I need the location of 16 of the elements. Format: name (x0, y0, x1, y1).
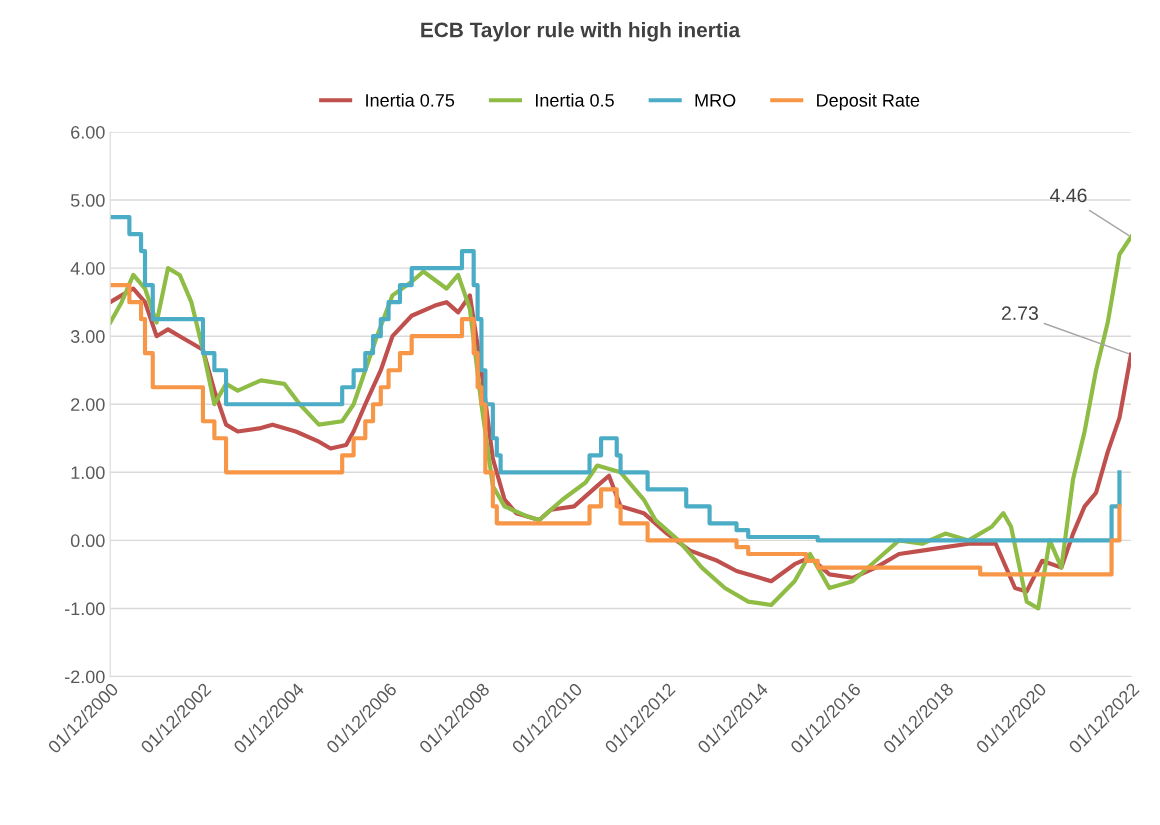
y-tick-label: 4.00 (70, 262, 105, 275)
y-tick-label: 2.00 (71, 398, 105, 411)
chart-title: ECB Taylor rule with high inertia (421, 22, 741, 42)
legend-label: MRO (695, 93, 736, 107)
y-tick-label: -2.00 (64, 670, 105, 684)
legend-label: Inertia 0.75 (366, 93, 455, 107)
y-tick-label: 3.00 (70, 330, 105, 343)
annotation: 4.46 (1050, 188, 1087, 203)
y-tick-label: 6.00 (71, 125, 105, 139)
y-tick-label: 5.00 (70, 194, 105, 207)
y-tick-label: 1.00 (71, 466, 105, 480)
legend-label: Inertia 0.5 (535, 93, 614, 107)
y-tick-label: -1.00 (64, 602, 105, 616)
legend-label: Deposit Rate (817, 93, 920, 111)
y-tick-label: 0.00 (70, 534, 105, 548)
annotation: 2.73 (1001, 306, 1038, 321)
